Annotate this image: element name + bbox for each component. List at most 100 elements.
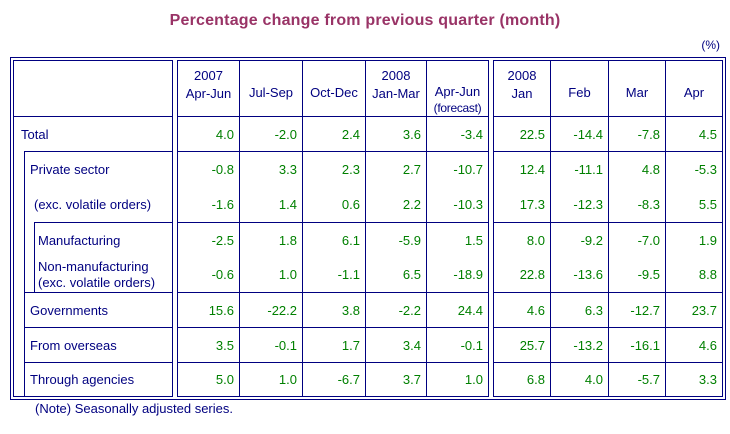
table-cell: 1.4 [239,187,302,222]
table-cell: 4.8 [608,151,665,187]
table-cell: 1.0 [426,362,488,396]
column-header: Jul-Sep [239,61,302,117]
table-cell: 0.6 [302,187,365,222]
header-period: Apr [683,84,705,100]
table-cell: 3.7 [365,362,426,396]
table-cell: -5.9 [365,222,426,257]
header-period: Jul-Sep [248,84,294,100]
row-label-private-sector: Private sector [25,151,172,187]
table-cell: -10.7 [426,151,488,187]
row-label-column: Total Private sector (exc. volatile orde… [13,60,173,397]
column-header: 2007 Apr-Jun [178,61,239,117]
row-label-total: Total [21,126,49,142]
header-period: Apr-Jun [185,86,232,101]
row-label-from-overseas: From overseas [25,327,172,362]
table-cell: -9.5 [608,257,665,292]
row-label-manufacturing: Manufacturing [35,222,172,257]
footnote: (Note) Seasonally adjusted series. [35,401,233,416]
unit-label: (%) [701,38,720,52]
table-cell: 6.8 [494,362,550,396]
table-cell: -13.2 [550,327,608,362]
table-cell: 6.5 [365,257,426,292]
table-cell: 3.3 [665,362,722,396]
table-cell: 22.8 [519,267,545,282]
column-header: Oct-Dec [302,61,365,117]
column-header: Apr [665,61,722,117]
table-cell: 5.5 [665,187,722,222]
table-cell: 6.3 [550,292,608,327]
table-cell: -3.4 [426,117,488,151]
monthly-data-panel: 2008 Jan Feb Mar Apr 22.5 -14.4 -7.8 [493,60,723,397]
row-label-line1: Non-manufacturing [38,258,149,274]
table-cell: 4.0 [215,126,234,142]
header-period: Feb [568,84,591,100]
table-cell: 1.0 [239,257,302,292]
table-cell: -1.6 [211,197,234,212]
table-cell: 3.4 [365,327,426,362]
table-cell: 4.5 [665,117,722,151]
table-cell: -13.6 [550,257,608,292]
table-cell: 1.9 [665,222,722,257]
table-cell: 17.3 [519,197,545,212]
table-cell: 3.8 [302,292,365,327]
table-cell: 1.8 [239,222,302,257]
table-cell: -11.1 [550,151,608,187]
table-cell: 2.4 [302,117,365,151]
row-label-exc-volatile: (exc. volatile orders) [34,197,152,212]
table-cell: -8.3 [608,187,665,222]
column-header: 2008 Jan-Mar [365,61,426,117]
column-header: Mar [608,61,665,117]
header-year: 2008 [381,68,411,83]
table-cell: 3.6 [365,117,426,151]
header-corner-cell [14,61,172,117]
table-cell: 15.6 [178,292,239,327]
table-cell: -16.1 [608,327,665,362]
header-period: Oct-Dec [310,84,358,100]
header-sub: (forecast) [433,101,482,115]
header-period: Jan-Mar [372,86,420,101]
data-table: Total Private sector (exc. volatile orde… [10,57,726,400]
table-cell: 12.4 [494,151,550,187]
table-cell: -7.0 [608,222,665,257]
table-cell: 4.6 [494,292,550,327]
table-cell: -10.3 [426,187,488,222]
table-cell: 8.8 [665,257,722,292]
quarterly-data-panel: 2007 Apr-Jun Jul-Sep Oct-Dec 2008 Jan-Ma… [177,60,489,397]
table-cell: -1.1 [302,257,365,292]
table-cell: 3.3 [239,151,302,187]
table-cell: 1.5 [426,222,488,257]
table-cell: 23.7 [665,292,722,327]
column-header: Feb [550,61,608,117]
table-cell: -5.7 [608,362,665,396]
row-label-non-manufacturing: Non-manufacturing (exc. volatile orders) [35,257,172,292]
table-cell: 4.0 [550,362,608,396]
table-cell: 1.0 [239,362,302,396]
header-year: 2008 [507,68,537,83]
table-cell: 5.0 [178,362,239,396]
table-cell: -2.2 [365,292,426,327]
table-cell: 3.5 [178,327,239,362]
header-period: Jan [511,86,533,101]
table-cell: -2.5 [178,222,239,257]
row-label-governments: Governments [25,292,172,327]
table-cell: -0.8 [178,151,239,187]
table-cell: -22.2 [239,292,302,327]
header-period: Apr-Jun [434,84,481,99]
table-cell: -5.3 [665,151,722,187]
table-cell: -18.9 [426,257,488,292]
table-cell: 22.5 [519,126,545,142]
table-cell: -6.7 [302,362,365,396]
table-cell: 2.7 [365,151,426,187]
table-cell: -7.8 [608,117,665,151]
private-sector-group: Private sector (exc. volatile orders) Ma… [24,151,172,396]
table-cell: -2.0 [239,117,302,151]
table-cell: -0.1 [426,327,488,362]
row-label-through-agencies: Through agencies [25,362,172,396]
table-cell: 2.3 [302,151,365,187]
header-period: Mar [625,84,649,100]
table-cell: 6.1 [302,222,365,257]
table-cell: -14.4 [550,117,608,151]
table-cell: 25.7 [494,327,550,362]
column-header: 2008 Jan [494,61,550,117]
